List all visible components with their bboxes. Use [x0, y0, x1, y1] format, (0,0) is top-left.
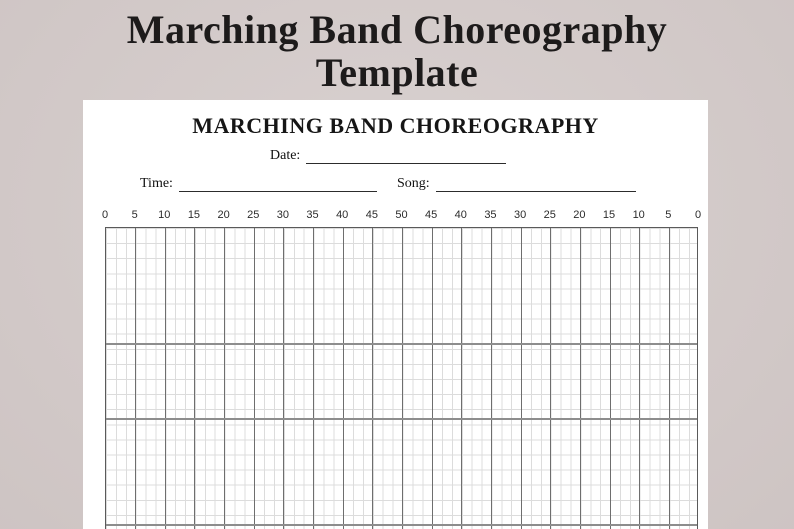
yardline-major: [520, 228, 522, 529]
time-blank-line: [178, 178, 377, 192]
yard-number-20: 0: [694, 209, 702, 221]
yard-number-2: 10: [158, 209, 171, 221]
yard-number-15: 25: [543, 209, 556, 221]
yardline-major: [490, 228, 492, 529]
hash-line-1: [106, 418, 697, 420]
date-field: Date:: [270, 148, 507, 164]
yard-number-6: 30: [276, 209, 290, 221]
yard-number-9: 45: [365, 209, 378, 221]
yardline-major: [342, 228, 344, 529]
yard-number-8: 40: [336, 209, 349, 221]
time-field: Time:: [140, 176, 377, 192]
yardline-major: [224, 228, 226, 529]
yard-number-17: 15: [602, 209, 616, 221]
poster-title: Marching Band Choreography Template: [0, 0, 794, 100]
yard-number-0: 0: [101, 209, 109, 221]
time-label: Time:: [140, 176, 173, 191]
yard-number-1: 5: [131, 209, 138, 221]
yardline-major: [461, 228, 463, 529]
yard-number-11: 45: [425, 209, 438, 221]
yard-number-19: 5: [665, 209, 672, 221]
yard-number-16: 20: [573, 209, 586, 221]
yard-number-3: 15: [187, 209, 201, 221]
yard-number-13: 35: [484, 209, 497, 221]
yardline-major: [135, 228, 137, 529]
poster-title-line1: Marching Band Choreography: [126, 7, 668, 52]
template-sheet: MARCHING BAND CHOREOGRAPHY Date: Time: S…: [83, 100, 708, 529]
song-field: Song:: [397, 176, 636, 192]
song-blank-line: [435, 178, 636, 192]
poster-title-line2: Template: [315, 50, 479, 95]
yardline-major: [194, 228, 196, 529]
sheet-title: MARCHING BAND CHOREOGRAPHY: [192, 113, 599, 138]
song-label: Song:: [397, 176, 430, 191]
yardline-major: [372, 228, 374, 529]
yard-number-14: 30: [513, 209, 527, 221]
yard-number-7: 35: [306, 209, 319, 221]
yardline-major: [253, 228, 255, 529]
hash-line-0: [106, 343, 697, 345]
yard-number-12: 40: [454, 209, 467, 221]
yardline-major: [668, 228, 670, 529]
yardline-major: [550, 228, 552, 529]
drill-chart: 0 5 10 15 20 25 30 35 40 45 50 45 40 35 30 25 20 15 10 5 0: [102, 209, 701, 529]
yardline-major: [283, 228, 285, 529]
yardline-major: [579, 228, 581, 529]
yard-number-10: 50: [395, 209, 408, 221]
hash-line-2: [106, 524, 697, 526]
drill-grid: [105, 227, 698, 529]
date-blank-line: [306, 150, 507, 164]
yardline-major: [402, 228, 403, 529]
date-label: Date:: [270, 148, 301, 163]
yardline-major: [164, 228, 166, 529]
yard-number-18: 10: [632, 209, 645, 221]
yard-number-5: 25: [247, 209, 260, 221]
yardline-major: [431, 228, 433, 529]
yardline-major: [609, 228, 611, 529]
yard-number-4: 20: [217, 209, 230, 221]
yardline-major: [313, 228, 315, 529]
yardline-major: [639, 228, 641, 529]
